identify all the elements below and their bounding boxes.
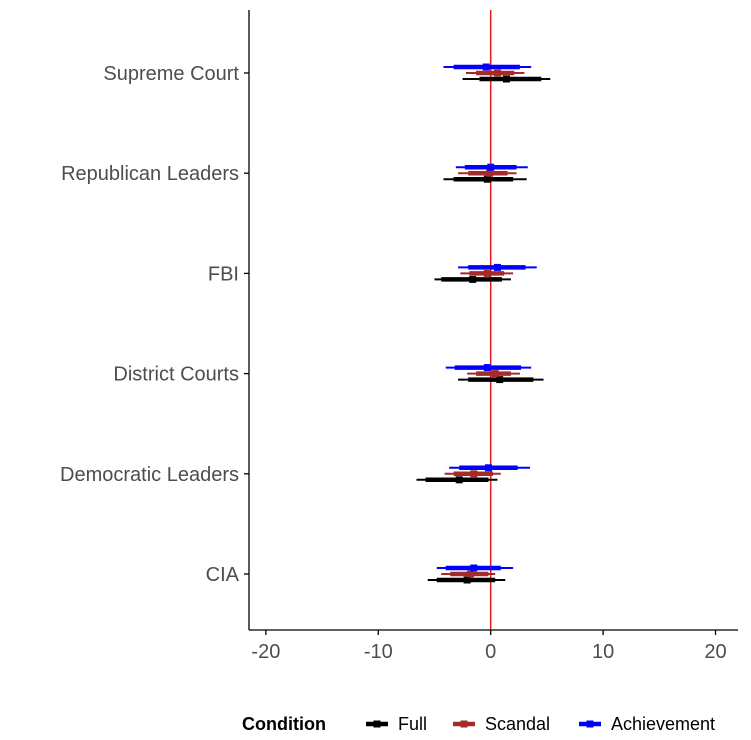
estimate-point-scandal-republican-leaders — [486, 169, 494, 177]
y-tick-label: Supreme Court — [103, 63, 239, 85]
x-tick-label: -20 — [251, 641, 280, 663]
estimate-point-achievement-district-courts — [483, 364, 491, 372]
y-tick-label: CIA — [206, 564, 240, 586]
x-tick-label: 10 — [592, 641, 614, 663]
x-tick-label: 20 — [704, 641, 726, 663]
estimate-point-full-district-courts — [496, 376, 504, 384]
estimate-point-full-fbi — [469, 275, 477, 283]
estimate-point-full-supreme-court — [502, 75, 510, 83]
estimate-point-achievement-supreme-court — [482, 63, 490, 71]
legend-key-point-achievement — [586, 720, 594, 728]
y-tick-labels: Supreme Court Republican Leaders FBI Distri… — [60, 63, 240, 586]
estimate-point-achievement-democratic-leaders — [484, 464, 492, 472]
y-tick-label: Democratic Leaders — [60, 464, 239, 486]
estimate-marks — [416, 63, 551, 584]
estimate-point-scandal-cia — [466, 570, 474, 578]
legend-key-point-full — [373, 720, 381, 728]
estimate-point-achievement-cia — [470, 564, 478, 572]
estimate-point-full-cia — [463, 576, 471, 584]
estimate-point-scandal-supreme-court — [493, 69, 501, 77]
legend-title: Condition — [242, 714, 326, 734]
estimate-point-achievement-republican-leaders — [487, 163, 495, 171]
estimate-point-full-republican-leaders — [483, 175, 491, 183]
x-tick-label: -10 — [364, 641, 393, 663]
estimate-point-scandal-democratic-leaders — [470, 470, 478, 478]
estimate-point-scandal-district-courts — [491, 370, 499, 378]
legend-label-full: Full — [398, 714, 427, 734]
estimate-point-scandal-fbi — [483, 269, 491, 277]
y-tick-label: District Courts — [113, 364, 239, 386]
legend-label-scandal: Scandal — [485, 714, 550, 734]
legend-key-point-scandal — [460, 720, 468, 728]
axes — [244, 10, 738, 635]
y-tick-label: Republican Leaders — [61, 163, 239, 185]
x-tick-labels: -20 -10 0 10 20 — [251, 641, 726, 663]
x-tick-label: 0 — [485, 641, 496, 663]
y-tick-label: FBI — [208, 263, 239, 285]
legend-label-achievement: Achievement — [611, 714, 715, 734]
legend: Condition Full Scandal Achievement — [242, 714, 715, 734]
estimate-point-full-democratic-leaders — [455, 476, 463, 484]
estimate-point-achievement-fbi — [493, 263, 501, 271]
